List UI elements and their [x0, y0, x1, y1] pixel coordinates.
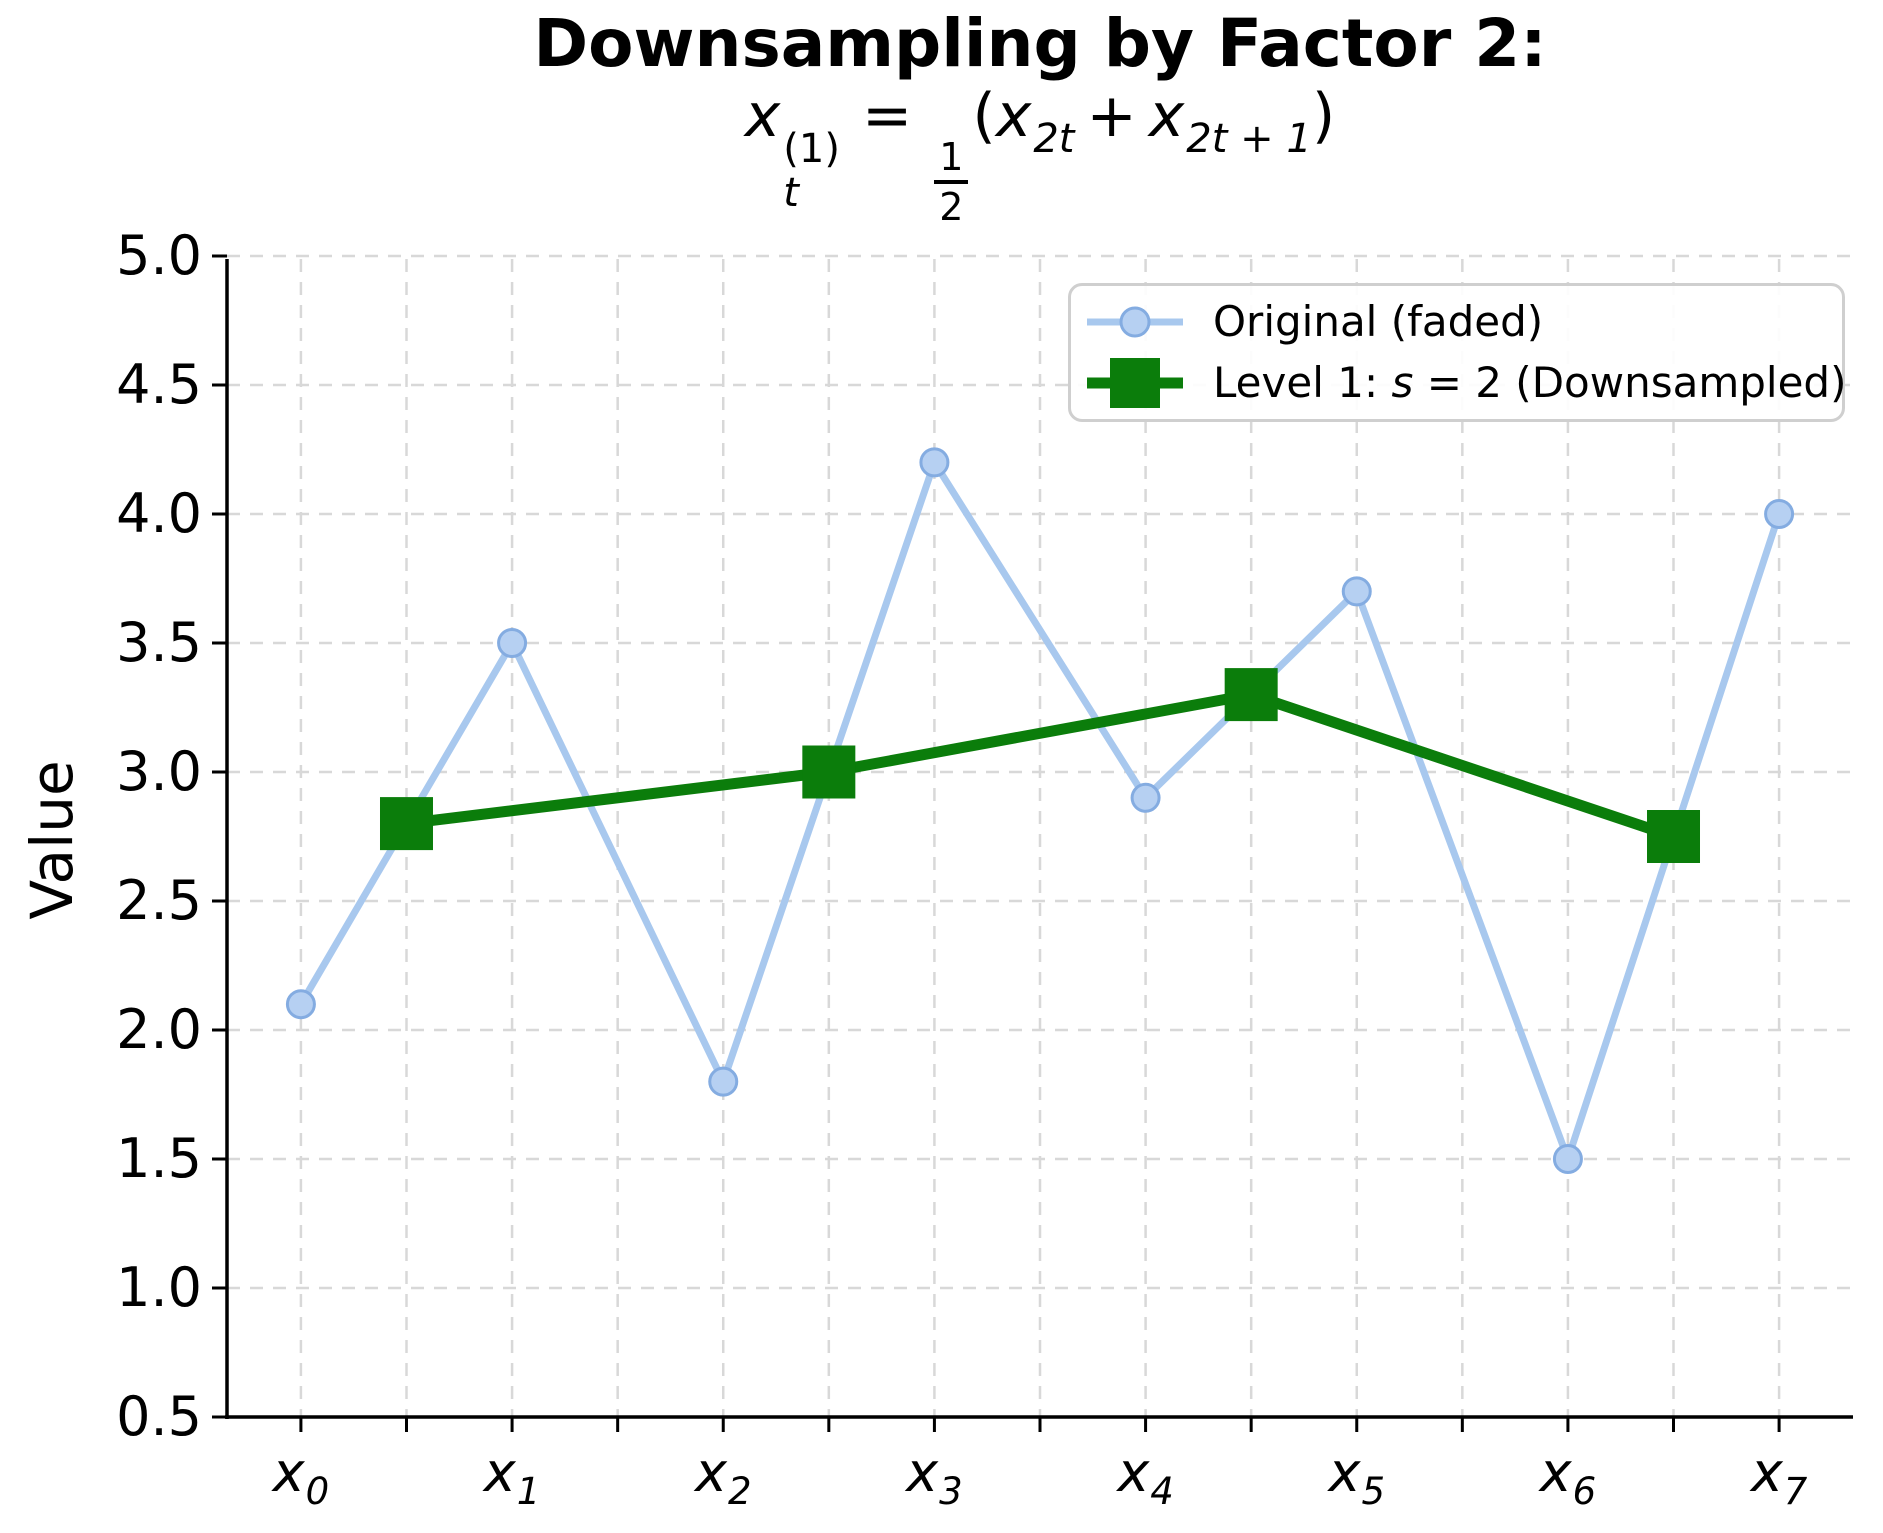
subtitle-x2t1-base: x: [1148, 81, 1185, 151]
subtitle-x2t-base: x: [995, 81, 1032, 151]
chart-title: Downsampling by Factor 2:: [533, 5, 1547, 82]
legend-sample-original: [1087, 294, 1183, 350]
y-tick-label: 2.5: [116, 869, 202, 932]
downsampled-data-point-marker: [379, 797, 433, 851]
original-data-point-marker: [1341, 576, 1372, 607]
subtitle-superscript: (1): [783, 126, 840, 172]
x-tick-label-base: x: [1328, 1441, 1361, 1504]
x-tick-label-base: x: [483, 1441, 516, 1504]
x-tick-label: x5: [1328, 1446, 1385, 1511]
x-tick-label-subscript: 7: [1783, 1470, 1808, 1513]
x-tick-label: x4: [1117, 1446, 1174, 1511]
original-data-point-marker: [497, 628, 528, 658]
x-tick-label: x0: [273, 1446, 330, 1511]
x-tick-label-base: x: [694, 1441, 727, 1504]
legend-sample-downsampled: [1087, 355, 1183, 411]
x-tick-label-subscript: 4: [1150, 1470, 1174, 1513]
original-data-point-marker: [1764, 499, 1795, 529]
subtitle-rparen: ): [1311, 81, 1336, 151]
chart-subtitle: x (1) t = 1 2 (x2t + x2t + 1): [227, 86, 1853, 226]
original-data-point-marker: [1130, 782, 1161, 813]
fraction-denominator: 2: [934, 180, 969, 226]
subtitle-equals: =: [861, 81, 913, 151]
legend-label-downsampled: Level 1: s = 2 (Downsampled): [1213, 361, 1846, 404]
y-tick-label: 1.0: [116, 1256, 202, 1319]
original-data-point-marker: [919, 447, 950, 478]
x-tick-label-subscript: 3: [939, 1470, 963, 1513]
subtitle-lparen: (: [972, 81, 996, 151]
y-tick-label: 1.5: [116, 1127, 202, 1190]
x-tick-label: x1: [484, 1446, 541, 1511]
x-tick-label: x7: [1751, 1446, 1808, 1511]
legend-circle-marker-icon: [1119, 306, 1151, 338]
y-tick-label: 3.0: [116, 740, 202, 803]
legend-square-marker-icon: [1110, 357, 1160, 408]
x-tick-label-base: x: [1117, 1441, 1150, 1504]
legend: Original (faded) Level 1: s = 2 (Downsam…: [1068, 283, 1846, 422]
subtitle-x-lhs: x: [744, 81, 781, 151]
subtitle-x2t1-sub: 2t + 1: [1186, 116, 1312, 162]
subtitle-plus: +: [1086, 81, 1137, 151]
x-tick-label-base: x: [1539, 1441, 1572, 1504]
downsampled-data-point-marker: [1224, 668, 1278, 722]
original-series-line: [297, 458, 1783, 1163]
legend-label-original: Original (faded): [1213, 297, 1544, 347]
x-tick-label: x6: [1540, 1446, 1597, 1511]
downsampled-data-point-marker: [1647, 810, 1701, 863]
y-tick-label: 2.0: [116, 998, 202, 1061]
x-tick-label-base: x: [272, 1441, 305, 1504]
x-tick-label-subscript: 6: [1572, 1470, 1597, 1513]
x-tick-label-base: x: [1750, 1441, 1783, 1504]
y-tick-label: 0.5: [116, 1385, 202, 1448]
legend-item-downsampled: Level 1: s = 2 (Downsampled): [1087, 355, 1846, 411]
x-tick-label: x2: [695, 1446, 752, 1511]
subtitle-x2t-sub: 2t: [1033, 116, 1075, 162]
legend-label-downsampled-post: = 2 (Downsampled): [1413, 357, 1847, 407]
y-tick-label: 4.0: [116, 482, 202, 545]
original-data-point-marker: [285, 989, 316, 1020]
downsampled-series-line: [400, 689, 1680, 842]
fraction-numerator: 1: [939, 135, 964, 179]
legend-item-original: Original (faded): [1087, 294, 1832, 350]
x-tick-label-subscript: 2: [727, 1470, 752, 1513]
original-data-point-marker: [1552, 1144, 1583, 1174]
legend-label-downsampled-var: s: [1391, 357, 1414, 407]
x-tick-label-subscript: 1: [516, 1470, 541, 1513]
y-tick-label: 4.5: [116, 353, 202, 416]
x-tick-label-base: x: [906, 1441, 939, 1504]
y-tick-label: 3.5: [116, 611, 202, 674]
y-tick-label: 5.0: [116, 224, 202, 287]
legend-label-downsampled-pre: Level 1:: [1213, 357, 1392, 407]
x-tick-label-subscript: 0: [305, 1470, 330, 1513]
downsampled-data-point-marker: [802, 745, 856, 799]
x-tick-label-subscript: 5: [1361, 1470, 1386, 1513]
x-tick-label: x3: [906, 1446, 963, 1511]
subtitle-supsub: (1) t: [783, 129, 840, 213]
subtitle-subscript-t: t: [783, 170, 799, 216]
original-data-point-marker: [708, 1066, 739, 1097]
